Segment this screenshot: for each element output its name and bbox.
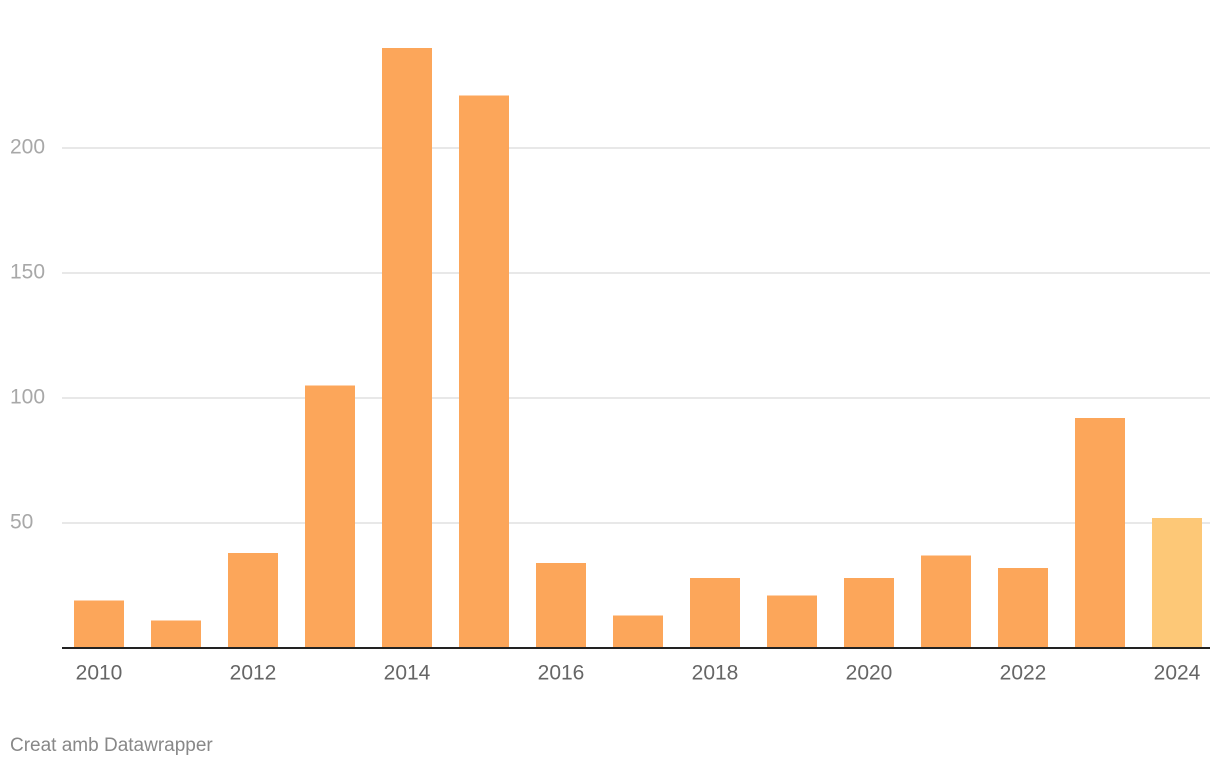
x-tick-label: 2012 [230, 662, 277, 685]
bar [1152, 518, 1202, 648]
y-tick-label: 100 [10, 386, 45, 409]
footer: Creat amb Datawrapper [10, 735, 213, 756]
bar [690, 578, 740, 648]
bar [382, 48, 432, 648]
bar [844, 578, 894, 648]
bar [151, 620, 201, 648]
bar [74, 600, 124, 648]
bar [536, 563, 586, 648]
x-tick-label: 2010 [76, 662, 123, 685]
x-tick-label: 2016 [538, 662, 585, 685]
bar [767, 595, 817, 648]
y-tick-label: 150 [10, 261, 45, 284]
y-tick-label: 200 [10, 136, 45, 159]
bar [1075, 418, 1125, 648]
bar [998, 568, 1048, 648]
x-tick-label: 2022 [1000, 662, 1047, 685]
bar [459, 95, 509, 648]
x-tick-label: 2020 [846, 662, 893, 685]
bar [613, 615, 663, 648]
x-tick-label: 2024 [1154, 662, 1201, 685]
y-tick-label: 50 [10, 511, 33, 534]
x-tick-label: 2014 [384, 662, 431, 685]
x-tick-label: 2018 [692, 662, 739, 685]
bar [921, 555, 971, 648]
bar [228, 553, 278, 648]
bar [305, 385, 355, 648]
